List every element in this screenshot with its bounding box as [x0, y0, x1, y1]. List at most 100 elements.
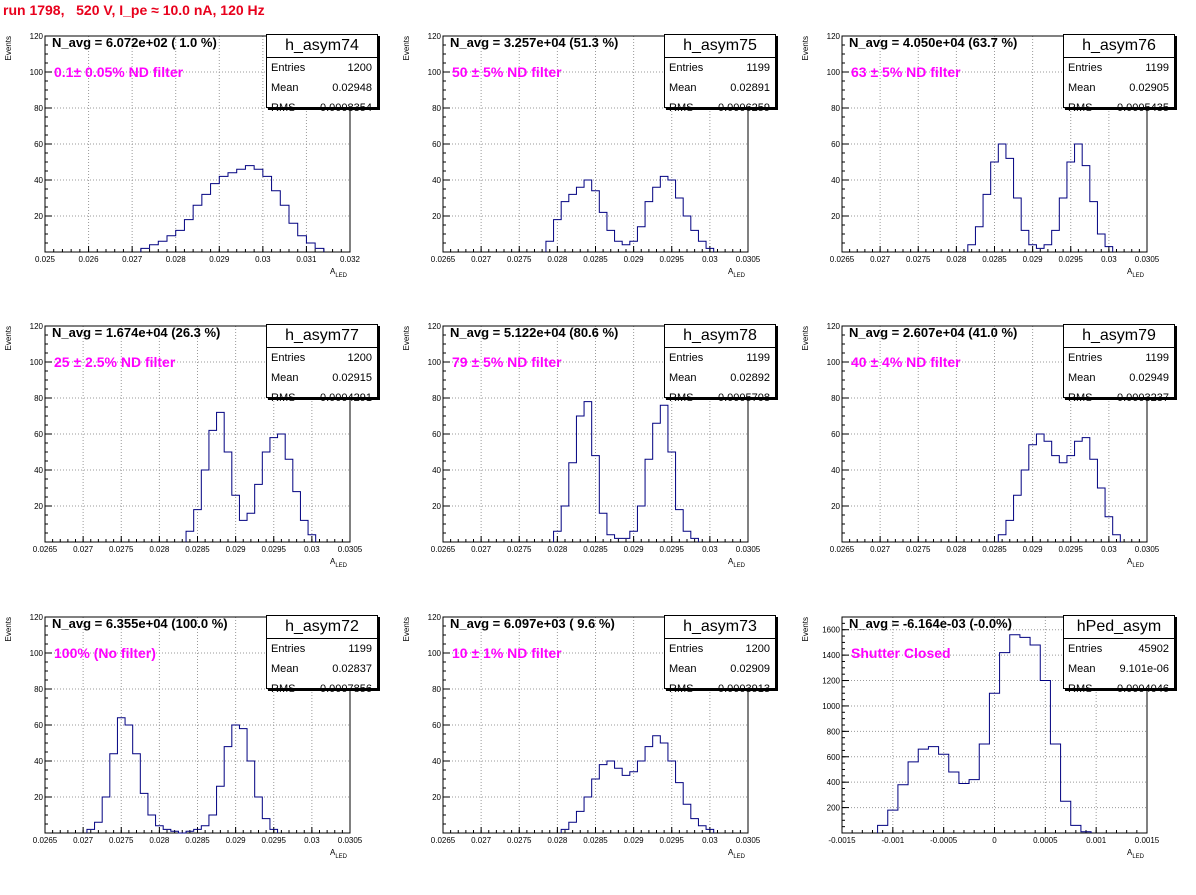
- x-tick-label: 0.027: [73, 545, 94, 554]
- filter-annotation: 40 ± 4% ND filter: [851, 354, 961, 370]
- histogram-name: h_asym73: [665, 616, 775, 639]
- histogram-name: h_asym75: [665, 35, 775, 58]
- stats-value: 1199: [746, 62, 770, 74]
- histogram-svg: 0.0265 0.027 0.0275 0.028 0.0285 0.029 0.0295 0…: [402, 32, 761, 279]
- histogram-line: [877, 634, 1092, 833]
- stats-key: RMS: [271, 392, 296, 404]
- x-tick-label: 0.0285: [583, 255, 608, 264]
- stats-key: RMS: [669, 102, 694, 114]
- y-tick-label: 60: [432, 430, 441, 439]
- x-tick-label: 0.025: [35, 255, 56, 264]
- stats-value: 1200: [347, 352, 372, 364]
- x-tick-label: 0.026: [79, 255, 100, 264]
- x-tick-label: 0.0295: [1059, 255, 1084, 264]
- stats-key: Entries: [1068, 643, 1103, 655]
- histogram-svg: 0.0265 0.027 0.0275 0.028 0.0285 0.029 0.0295 0…: [801, 322, 1160, 569]
- stats-row: Mean 0.02909: [665, 659, 775, 679]
- y-tick-label: 60: [432, 721, 441, 730]
- x-axis-title-subscript: LED: [335, 563, 347, 569]
- histogram-line: [997, 433, 1121, 542]
- y-tick-label: 100: [428, 358, 442, 367]
- x-tick-label: 0.03: [702, 255, 718, 264]
- stats-row: RMS 0.0005708: [665, 388, 775, 408]
- y-tick-label: 40: [34, 176, 43, 185]
- stats-row: Entries 1199: [665, 58, 775, 78]
- stats-box: h_asym74 Entries 1200 Mean 0.02948 RMS 0.00083…: [266, 34, 378, 114]
- x-axis-title-subscript: LED: [1132, 273, 1144, 279]
- stats-row: Mean 0.02948: [267, 78, 377, 98]
- run-title: run 1798, 520 V, I_pe ≈ 10.0 nA, 120 Hz: [3, 2, 265, 18]
- y-tick-label: 120: [428, 613, 442, 622]
- y-axis-title: Events: [4, 326, 13, 350]
- y-axis-title: Events: [801, 36, 810, 60]
- y-tick-label: 60: [831, 140, 840, 149]
- x-tick-label: 0.0015: [1135, 836, 1160, 845]
- x-tick-label: 0.0285: [583, 836, 608, 845]
- stats-row: Entries 1199: [1064, 58, 1174, 78]
- stats-key: RMS: [271, 683, 296, 695]
- filter-annotation: 10 ± 1% ND filter: [452, 645, 562, 661]
- stats-value: 1199: [1145, 62, 1169, 74]
- filter-annotation: 100% (No filter): [54, 645, 156, 661]
- y-tick-label: 20: [831, 502, 840, 511]
- x-axis-title: ALED: [330, 557, 348, 569]
- x-tick-label: 0.0275: [507, 836, 532, 845]
- x-tick-label: 0.03: [1101, 255, 1117, 264]
- y-axis-title: Events: [4, 36, 13, 60]
- stats-key: Entries: [669, 62, 704, 74]
- x-axis-title: ALED: [330, 848, 348, 860]
- x-tick-label: 0.0305: [338, 836, 363, 845]
- x-tick-label: 0.03: [255, 255, 271, 264]
- histogram-line: [545, 175, 715, 252]
- x-tick-label: 0.029: [1023, 545, 1044, 554]
- stats-row: Mean 9.101e-06: [1064, 659, 1174, 679]
- x-tick-label: 0.0305: [1135, 545, 1160, 554]
- x-tick-label: 0.029: [1023, 255, 1044, 264]
- histogram-panel-h_asym79: 0.0265 0.027 0.0275 0.028 0.0285 0.029 0.0295 0…: [797, 320, 1189, 604]
- stats-row: Mean 0.02837: [267, 659, 377, 679]
- histogram-name: h_asym78: [665, 325, 775, 348]
- x-tick-label: 0.028: [149, 545, 170, 554]
- filter-annotation: 25 ± 2.5% ND filter: [54, 354, 176, 370]
- histogram-svg: 0.0265 0.027 0.0275 0.028 0.0285 0.029 0.0295 0…: [4, 322, 363, 569]
- stats-box: h_asym77 Entries 1200 Mean 0.02915 RMS 0.00042…: [266, 324, 378, 404]
- x-tick-label: 0.0275: [507, 255, 532, 264]
- stats-value: 0.0008354: [320, 102, 372, 114]
- x-tick-label: 0.0275: [906, 255, 931, 264]
- stats-value: 0.02915: [332, 372, 372, 384]
- x-tick-label: -0.001: [881, 836, 904, 845]
- y-axis-title: Events: [402, 617, 411, 641]
- y-tick-label: 20: [34, 502, 43, 511]
- n-avg-label: N_avg = 6.097e+03 ( 9.6 %): [450, 616, 615, 631]
- x-tick-label: 0.028: [149, 836, 170, 845]
- x-tick-label: 0.028: [547, 255, 568, 264]
- stats-key: Mean: [1068, 82, 1096, 94]
- y-tick-label: 60: [432, 140, 441, 149]
- histogram-line: [185, 411, 317, 542]
- x-tick-label: 0.03: [1101, 545, 1117, 554]
- x-axis-title: ALED: [728, 557, 746, 569]
- y-tick-label: 40: [34, 466, 43, 475]
- x-axis-title: ALED: [1127, 848, 1145, 860]
- x-tick-label: 0.0295: [660, 255, 685, 264]
- stats-value: 9.101e-06: [1119, 663, 1169, 675]
- x-axis-title-subscript: LED: [733, 854, 745, 860]
- x-axis-title: ALED: [1127, 557, 1145, 569]
- stats-box: h_asym76 Entries 1199 Mean 0.02905 RMS 0.00054…: [1063, 34, 1175, 114]
- x-tick-label: 0.0285: [982, 545, 1007, 554]
- y-tick-label: 80: [34, 685, 43, 694]
- filter-annotation: 63 ± 5% ND filter: [851, 64, 961, 80]
- y-tick-label: 40: [432, 176, 441, 185]
- x-tick-label: 0.0305: [736, 255, 761, 264]
- histogram-panel-h_asym76: 0.0265 0.027 0.0275 0.028 0.0285 0.029 0.0295 0…: [797, 30, 1189, 314]
- y-tick-label: 80: [34, 104, 43, 113]
- y-tick-label: 40: [432, 466, 441, 475]
- y-tick-label: 80: [831, 394, 840, 403]
- x-tick-label: 0.0275: [906, 545, 931, 554]
- x-tick-label: 0.031: [296, 255, 317, 264]
- y-tick-label: 100: [827, 358, 841, 367]
- x-axis-title: ALED: [330, 267, 348, 279]
- stats-value: 0.02892: [730, 372, 770, 384]
- histogram-name: h_asym77: [267, 325, 377, 348]
- stats-value: 0.0003237: [1117, 392, 1169, 404]
